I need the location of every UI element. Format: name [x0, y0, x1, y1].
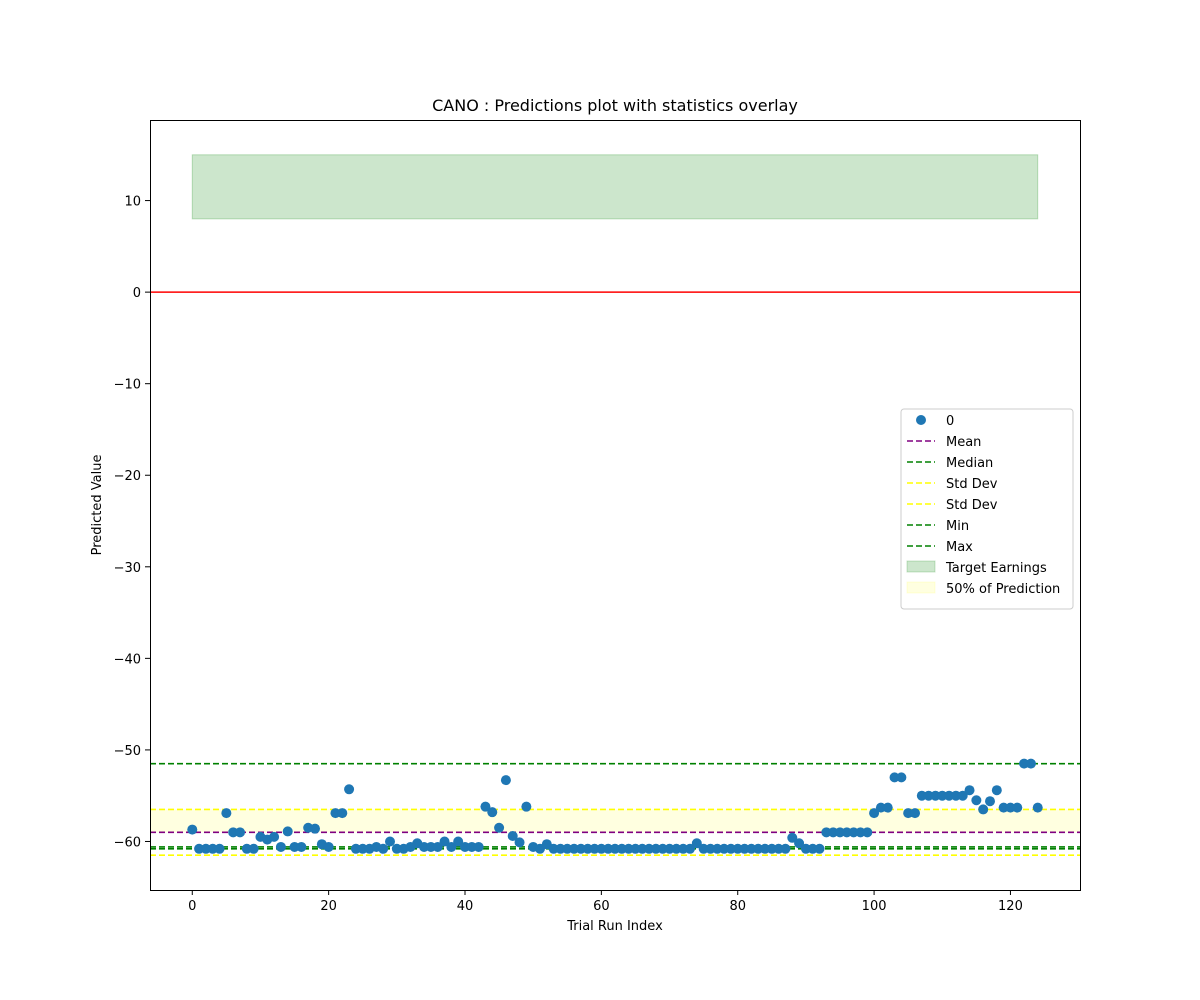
- data-point: [500, 775, 511, 786]
- y-axis-label: Predicted Value: [90, 455, 105, 556]
- legend-label-target-earnings: Target Earnings: [945, 561, 1047, 576]
- legend-label-0: 0: [946, 414, 954, 429]
- data-point: [378, 843, 389, 854]
- legend-label-median: Median: [946, 456, 993, 471]
- data-point: [691, 838, 702, 849]
- data-point: [275, 841, 286, 852]
- y-tick-label: −20: [114, 469, 141, 484]
- target-earnings-band: [191, 154, 1039, 220]
- data-point: [964, 785, 975, 796]
- data-point: [494, 822, 505, 833]
- data-point: [1025, 758, 1036, 769]
- data-point: [882, 802, 893, 813]
- data-point: [439, 836, 450, 847]
- data-point: [514, 837, 525, 848]
- legend-label-std-dev: Std Dev: [946, 477, 998, 492]
- data-point: [957, 790, 968, 801]
- y-axis-ticks: 10 0 −10 −20 −30 −40 −50 −60: [114, 195, 150, 850]
- data-point: [794, 838, 805, 849]
- y-tick-label: −60: [114, 835, 141, 850]
- x-tick-label: 100: [862, 899, 887, 914]
- x-axis-label: Trial Run Index: [566, 919, 663, 934]
- chart-title: CANO : Predictions plot with statistics …: [432, 96, 798, 115]
- data-point: [862, 827, 873, 838]
- legend-label-50-of-prediction: 50% of Prediction: [946, 582, 1060, 597]
- legend: 0 Mean Median Std Dev Std Dev Min Max Target Ea…: [900, 408, 1074, 610]
- data-point: [978, 804, 989, 815]
- x-tick-label: 20: [320, 899, 337, 914]
- data-point: [187, 824, 198, 835]
- data-point: [446, 841, 457, 852]
- 50-of-prediction-band: [150, 809, 1080, 833]
- legend-label-mean: Mean: [946, 435, 981, 450]
- data-point: [971, 795, 982, 806]
- x-tick-label: 40: [457, 899, 474, 914]
- x-tick-label: 80: [729, 899, 746, 914]
- data-point: [991, 785, 1002, 796]
- data-point: [269, 831, 280, 842]
- data-point: [473, 841, 484, 852]
- y-tick-label: −50: [114, 744, 141, 759]
- data-point: [453, 836, 464, 847]
- axes-frame: [150, 120, 1081, 891]
- y-tick-label: −40: [114, 652, 141, 667]
- data-point: [344, 784, 355, 795]
- data-point: [337, 808, 348, 819]
- x-tick-label: 60: [593, 899, 610, 914]
- y-tick-label: 0: [133, 286, 141, 301]
- legend-box: [900, 408, 1074, 610]
- legend-label-std-dev: Std Dev: [946, 498, 998, 513]
- data-point: [221, 808, 232, 819]
- data-point: [323, 841, 334, 852]
- data-point: [896, 772, 907, 783]
- data-point: [235, 827, 245, 838]
- data-point: [296, 841, 307, 852]
- data-point: [507, 830, 518, 841]
- data-point: [910, 808, 920, 819]
- legend-label-max: Max: [946, 540, 973, 555]
- data-point: [814, 843, 825, 854]
- data-point: [248, 843, 259, 854]
- data-point: [521, 801, 532, 812]
- data-point: [1032, 802, 1043, 813]
- data-point: [787, 832, 798, 843]
- legend-marker-0: [916, 415, 926, 425]
- data-point: [282, 826, 293, 837]
- data-point: [685, 843, 695, 854]
- x-axis-ticks: 0 20 40 60 80 100 120: [188, 890, 1023, 914]
- y-tick-label: −30: [114, 561, 141, 576]
- legend-patch-target-earnings: [906, 560, 936, 573]
- data-point: [480, 801, 491, 812]
- plot-area: [150, 154, 1080, 857]
- data-point: [385, 836, 395, 847]
- y-tick-label: 10: [124, 195, 141, 210]
- x-tick-label: 0: [188, 899, 196, 914]
- data-point: [1012, 802, 1023, 813]
- data-point: [869, 808, 880, 819]
- x-tick-label: 120: [998, 899, 1023, 914]
- data-point: [487, 807, 498, 818]
- data-point: [780, 843, 791, 854]
- legend-patch-50-of-prediction: [906, 581, 936, 594]
- y-tick-label: −10: [114, 378, 141, 393]
- data-point: [432, 841, 443, 852]
- data-point: [985, 796, 995, 807]
- legend-label-min: Min: [946, 519, 969, 534]
- data-point: [214, 843, 225, 854]
- data-point: [310, 823, 320, 834]
